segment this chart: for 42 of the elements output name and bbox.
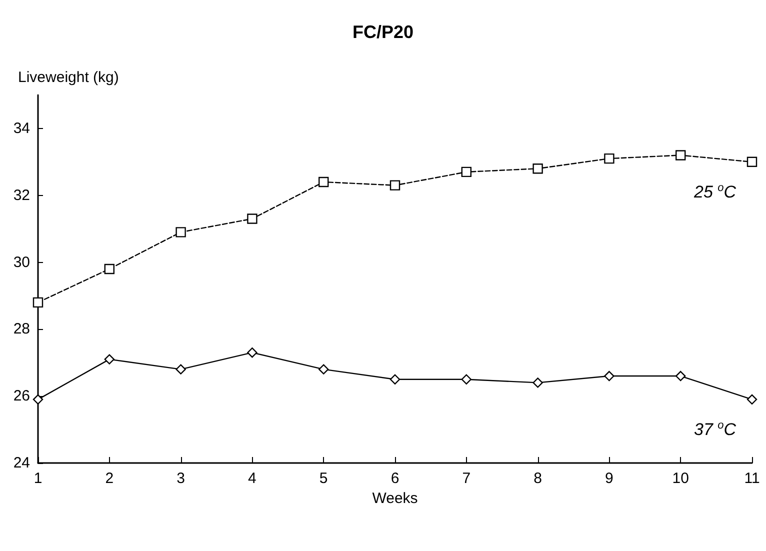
point bbox=[604, 370, 614, 382]
x-tick-label: 9 bbox=[605, 470, 614, 487]
x-tick-label: 11 bbox=[744, 470, 760, 487]
y-tick-label: 32 bbox=[13, 186, 30, 204]
point bbox=[318, 364, 329, 374]
point bbox=[318, 176, 329, 188]
point bbox=[390, 374, 400, 384]
point bbox=[390, 180, 400, 190]
y-tick-label: 26 bbox=[13, 388, 30, 405]
point bbox=[604, 153, 614, 164]
point bbox=[746, 394, 758, 405]
point bbox=[247, 348, 258, 358]
y-axis-title: Liveweight (kg) bbox=[18, 69, 119, 86]
y-tick-label: 24 bbox=[13, 454, 30, 472]
point bbox=[461, 166, 472, 178]
x-tick-label: 1 bbox=[34, 470, 42, 487]
point bbox=[176, 227, 186, 238]
x-tick-label: 10 bbox=[672, 470, 689, 487]
point bbox=[247, 214, 258, 224]
point bbox=[176, 364, 186, 374]
x-tick-label: 4 bbox=[248, 470, 256, 487]
point bbox=[676, 370, 686, 382]
x-tick-label: 3 bbox=[176, 470, 185, 487]
point bbox=[104, 264, 114, 274]
y-tick-label: 34 bbox=[13, 120, 30, 137]
point bbox=[746, 156, 758, 168]
point bbox=[32, 297, 44, 308]
x-tick-label: 5 bbox=[319, 470, 328, 487]
x-tick-label: 8 bbox=[534, 470, 542, 487]
point bbox=[532, 164, 543, 174]
x-tick-label: 7 bbox=[462, 470, 471, 487]
x-axis-title: Weeks bbox=[372, 490, 418, 507]
x-tick-label: 2 bbox=[105, 470, 114, 487]
point bbox=[104, 354, 114, 364]
point bbox=[461, 374, 472, 384]
point bbox=[32, 394, 44, 405]
x-tick-label: 6 bbox=[390, 470, 400, 487]
point bbox=[676, 150, 686, 160]
point bbox=[532, 378, 543, 388]
y-tick-label: 30 bbox=[13, 254, 30, 271]
y-tick-label: 28 bbox=[13, 320, 30, 338]
chart-title: FC/P20 bbox=[352, 22, 414, 42]
